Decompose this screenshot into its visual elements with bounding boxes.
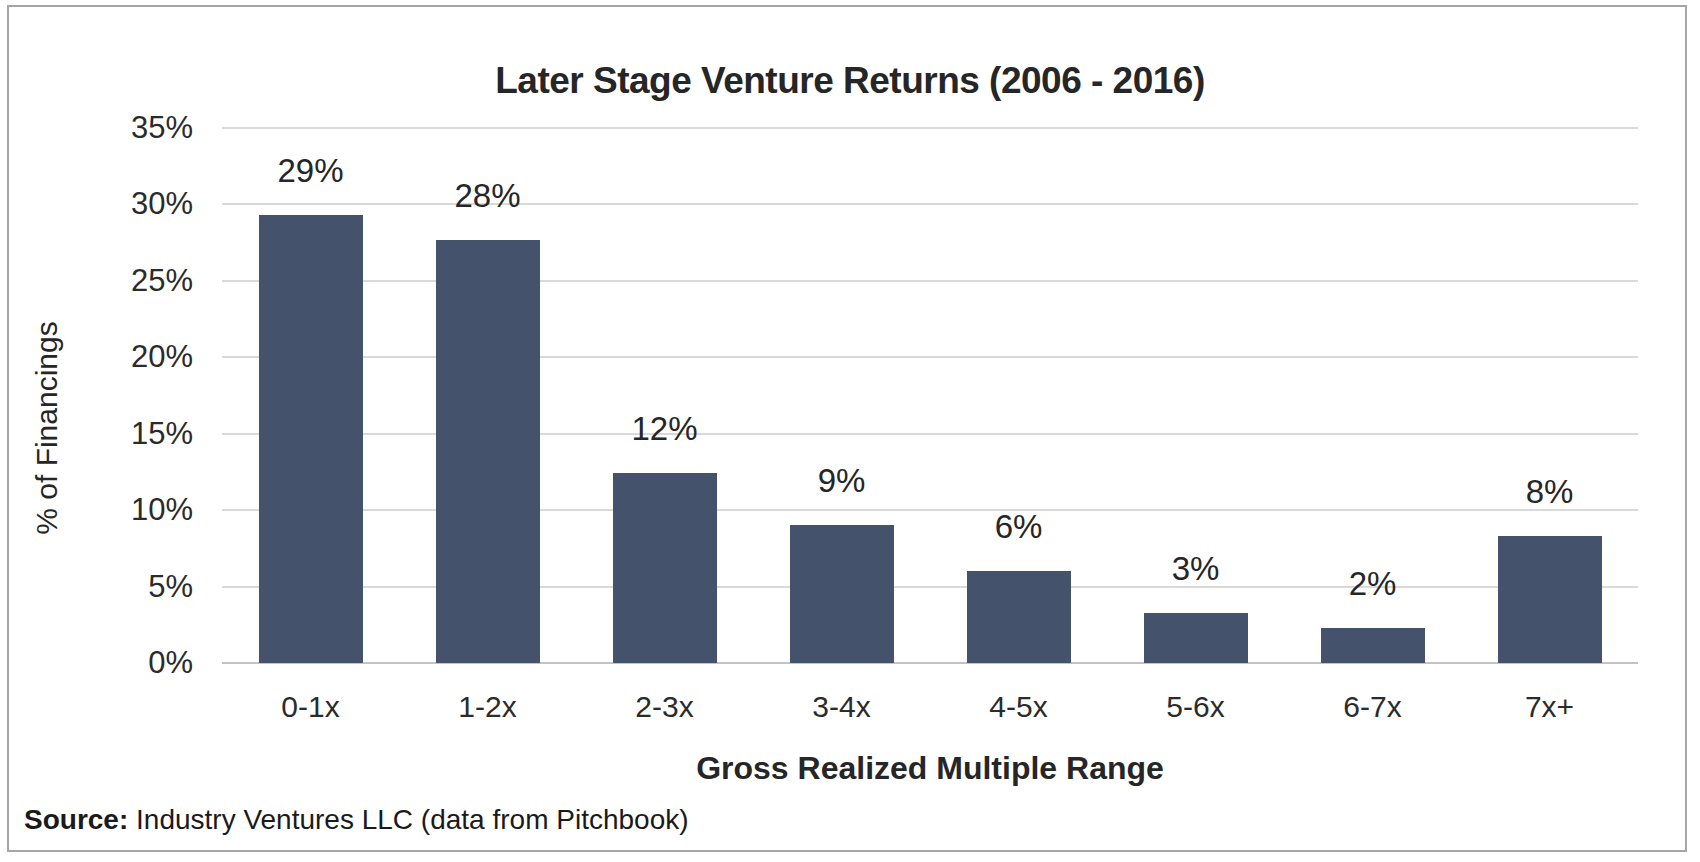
bar-value-label: 2% <box>1284 567 1461 601</box>
x-tick-label: 6-7x <box>1284 690 1461 724</box>
x-tick-label: 3-4x <box>753 690 930 724</box>
chart-canvas: Later Stage Venture Returns (2006 - 2016… <box>0 0 1700 862</box>
bar-value-label: 29% <box>222 154 399 188</box>
gridline <box>222 280 1638 282</box>
bar-value-label: 28% <box>399 179 576 213</box>
bar-7x+ <box>1498 536 1602 663</box>
y-tick-label: 5% <box>98 570 193 604</box>
y-tick-label: 25% <box>98 264 193 298</box>
gridline <box>222 127 1638 129</box>
source-label: Source: <box>24 804 128 835</box>
bar-0-1x <box>259 215 363 663</box>
gridline <box>222 433 1638 435</box>
y-tick-label: 30% <box>98 187 193 221</box>
x-tick-label: 7x+ <box>1461 690 1638 724</box>
x-tick-label: 5-6x <box>1107 690 1284 724</box>
x-tick-label: 4-5x <box>930 690 1107 724</box>
y-tick-label: 15% <box>98 417 193 451</box>
bar-value-label: 3% <box>1107 552 1284 586</box>
bar-value-label: 9% <box>753 464 930 498</box>
bar-4-5x <box>967 571 1071 663</box>
source-line: Source: Industry Ventures LLC (data from… <box>24 804 689 836</box>
bar-1-2x <box>436 240 540 663</box>
bar-5-6x <box>1144 613 1248 663</box>
y-tick-label: 0% <box>98 646 193 680</box>
y-axis-title: % of Financings <box>30 278 70 578</box>
y-tick-label: 10% <box>98 493 193 527</box>
x-tick-label: 2-3x <box>576 690 753 724</box>
bar-value-label: 6% <box>930 510 1107 544</box>
bar-6-7x <box>1321 628 1425 663</box>
x-axis-line <box>222 662 1638 664</box>
x-tick-label: 0-1x <box>222 690 399 724</box>
bar-value-label: 8% <box>1461 475 1638 509</box>
x-axis-title: Gross Realized Multiple Range <box>222 750 1638 787</box>
bar-3-4x <box>790 525 894 663</box>
y-tick-label: 35% <box>98 111 193 145</box>
gridline <box>222 356 1638 358</box>
bar-2-3x <box>613 473 717 663</box>
x-tick-label: 1-2x <box>399 690 576 724</box>
source-text: Industry Ventures LLC (data from Pitchbo… <box>128 804 688 835</box>
bar-value-label: 12% <box>576 412 753 446</box>
chart-title: Later Stage Venture Returns (2006 - 2016… <box>0 60 1700 102</box>
y-tick-label: 20% <box>98 340 193 374</box>
